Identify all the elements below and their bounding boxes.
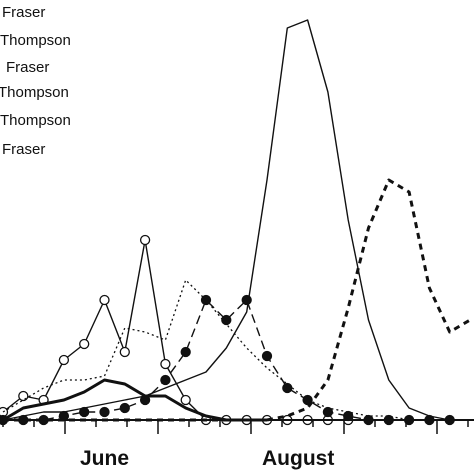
data-point — [200, 294, 212, 306]
legend-label: Thompson — [0, 84, 69, 101]
legend-label: Thompson — [0, 32, 71, 49]
legend-label: Fraser — [6, 59, 49, 76]
data-point — [180, 394, 191, 406]
legend: Fraser Thompson Fraser Thompson Thompson… — [0, 4, 71, 158]
legend-label: Fraser — [2, 4, 45, 21]
data-point — [99, 294, 110, 306]
legend-label: Thompson — [0, 112, 71, 129]
data-point — [302, 394, 313, 406]
data-point — [261, 350, 273, 362]
legend-label: Fraser — [2, 141, 45, 158]
series-line — [3, 299, 450, 421]
x-tick-label-june: June — [80, 447, 129, 470]
data-point — [180, 346, 191, 358]
data-point — [282, 382, 293, 394]
data-point — [322, 406, 334, 418]
data-point — [99, 406, 110, 418]
series-line — [3, 178, 471, 422]
data-point — [139, 234, 151, 246]
series-0-solid-thin — [2, 19, 470, 421]
data-point — [79, 406, 90, 418]
x-tick-label-august: August — [262, 447, 334, 470]
data-point — [221, 314, 232, 326]
data-point — [160, 358, 171, 370]
series-1-solid-open-circles — [0, 234, 354, 426]
data-point — [119, 402, 130, 414]
series-5-dashed-thick — [3, 178, 471, 422]
series-layer — [0, 19, 471, 426]
data-point — [119, 346, 130, 358]
data-point — [241, 294, 252, 306]
data-point — [79, 338, 90, 350]
data-point — [160, 374, 171, 386]
x-axis-ticks — [2, 420, 469, 434]
data-point — [18, 390, 29, 402]
data-point — [58, 354, 70, 366]
series-line — [2, 19, 470, 421]
